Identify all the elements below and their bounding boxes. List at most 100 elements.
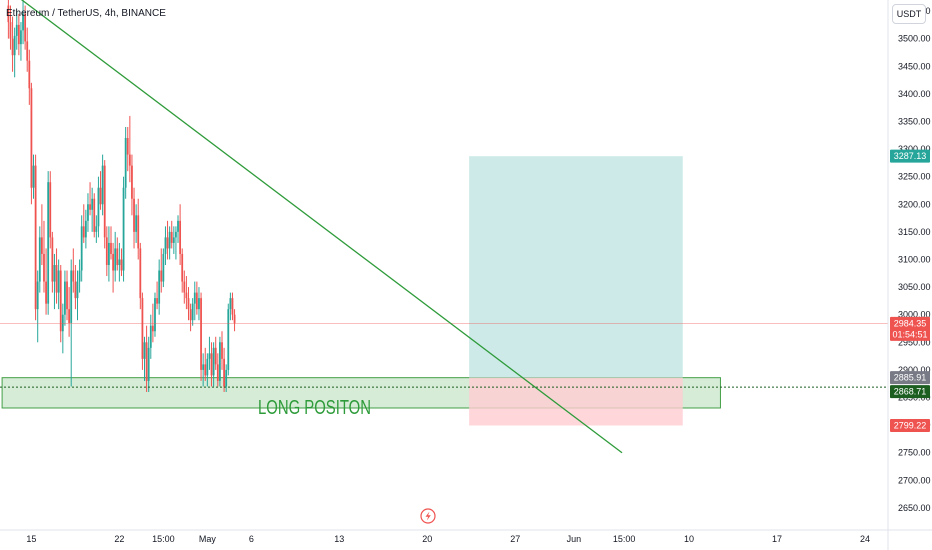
candle-down[interactable] [43, 220, 45, 293]
candle-up[interactable] [154, 292, 156, 337]
candle-up[interactable] [175, 226, 177, 260]
candle-up[interactable] [91, 187, 94, 232]
descending-trendline[interactable] [15, 0, 623, 454]
candle-up[interactable] [57, 259, 60, 310]
tradingview-logo-icon[interactable] [420, 508, 436, 524]
candle-down[interactable] [7, 0, 10, 39]
price-label-target[interactable]: 3287.13 [890, 149, 930, 163]
candle-up[interactable] [135, 204, 138, 243]
candle-up[interactable] [158, 259, 161, 315]
candle-down[interactable] [160, 248, 163, 293]
candle-down[interactable] [181, 248, 184, 293]
candle-down[interactable] [45, 248, 47, 315]
candle-up[interactable] [108, 226, 110, 282]
candle-down[interactable] [151, 303, 154, 343]
candle-down[interactable] [166, 220, 169, 260]
candle-down[interactable] [185, 276, 188, 310]
candle-up[interactable] [70, 259, 73, 387]
candle-down[interactable] [55, 248, 58, 304]
candle-down[interactable] [28, 49, 31, 105]
candle-up[interactable] [229, 292, 232, 321]
candle-down[interactable] [51, 231, 54, 293]
candle-down[interactable] [200, 292, 202, 381]
candle-down[interactable] [204, 347, 207, 381]
candle-up[interactable] [225, 364, 228, 392]
candle-down[interactable] [89, 182, 91, 216]
candle-down[interactable] [216, 353, 219, 387]
candle-up[interactable] [198, 287, 200, 321]
candle-down[interactable] [170, 220, 173, 249]
candle-down[interactable] [49, 171, 52, 249]
candle-up[interactable] [122, 176, 125, 282]
candle-up[interactable] [78, 259, 81, 293]
candle-up[interactable] [118, 242, 121, 282]
candle-down[interactable] [145, 325, 148, 392]
candle-down[interactable] [210, 342, 213, 387]
candle-up[interactable] [208, 336, 211, 370]
candle-down[interactable] [221, 331, 223, 370]
candle-down[interactable] [112, 242, 114, 293]
time-axis[interactable]: 15 22 15:00 May 6 13 20 27 Jun 15:00 10 17 24 [0, 529, 932, 544]
candle-down[interactable] [11, 16, 14, 72]
candle-up[interactable] [149, 314, 152, 359]
candle-down[interactable] [233, 309, 236, 332]
candle-up[interactable] [168, 226, 171, 260]
candle-down[interactable] [128, 115, 131, 183]
candle-down[interactable] [40, 204, 43, 265]
candle-down[interactable] [139, 242, 142, 310]
candle-up[interactable] [97, 176, 100, 238]
candle-down[interactable] [189, 303, 192, 332]
candle-down[interactable] [214, 336, 217, 370]
candle-down[interactable] [26, 27, 29, 72]
candle-down[interactable] [24, 5, 27, 50]
candle-up[interactable] [76, 270, 79, 321]
candle-down[interactable] [179, 204, 182, 265]
candle-up[interactable] [47, 171, 50, 315]
candle-down[interactable] [110, 226, 112, 260]
candle-down[interactable] [82, 204, 85, 243]
candle-up[interactable] [61, 303, 64, 354]
price-label-entry[interactable]: 2885.91 [890, 371, 930, 385]
candle-down[interactable] [74, 265, 77, 310]
candle-up[interactable] [164, 226, 167, 265]
candle-down[interactable] [103, 160, 106, 249]
candle-down[interactable] [223, 347, 225, 392]
candle-down[interactable] [156, 281, 158, 310]
price-axis[interactable]: 2650.002700.002750.002800.002850.002900.… [887, 0, 931, 550]
candle-down[interactable] [68, 287, 71, 337]
candle-up[interactable] [87, 193, 89, 232]
long-position-target-zone[interactable] [469, 156, 683, 378]
candle-down[interactable] [133, 187, 135, 249]
candle-up[interactable] [219, 336, 221, 387]
candle-up[interactable] [15, 11, 18, 50]
candle-up[interactable] [84, 209, 87, 249]
candle-up[interactable] [172, 226, 175, 254]
price-label-level[interactable]: 2868.71 [890, 385, 930, 399]
candle-down[interactable] [66, 270, 68, 321]
candle-up[interactable] [143, 336, 146, 381]
candle-up[interactable] [53, 253, 56, 310]
candle-up[interactable] [95, 215, 98, 243]
candle-up[interactable] [162, 248, 165, 288]
candle-down[interactable] [137, 198, 140, 260]
candle-up[interactable] [13, 27, 16, 78]
candle-down[interactable] [183, 270, 186, 304]
candle-down[interactable] [141, 292, 144, 370]
candle-up[interactable] [202, 353, 205, 387]
candle-down[interactable] [99, 171, 102, 210]
candle-down[interactable] [231, 292, 234, 321]
candle-down[interactable] [30, 82, 33, 205]
candle-up[interactable] [114, 231, 117, 282]
candle-down[interactable] [93, 193, 96, 238]
candle-down[interactable] [116, 237, 119, 271]
candle-up[interactable] [177, 215, 179, 243]
candle-down[interactable] [195, 281, 198, 315]
candle-down[interactable] [126, 126, 129, 172]
candle-up[interactable] [206, 353, 209, 387]
candle-up[interactable] [32, 154, 35, 199]
candle-up[interactable] [64, 270, 66, 326]
candle-up[interactable] [227, 303, 230, 376]
candle-up[interactable] [212, 342, 215, 387]
candle-up[interactable] [191, 298, 194, 326]
candle-down[interactable] [131, 154, 133, 216]
